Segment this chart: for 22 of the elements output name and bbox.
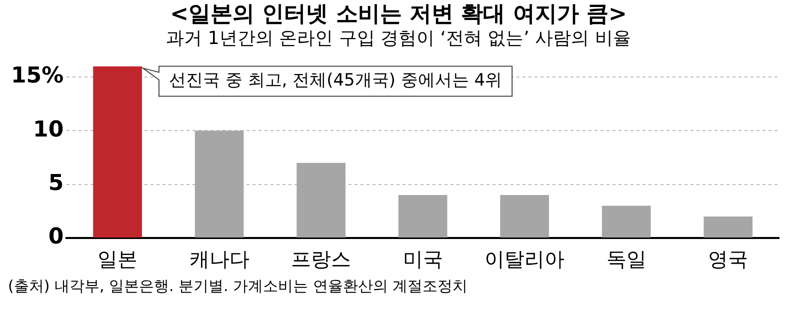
y-tick-label: 15% xyxy=(10,64,64,89)
x-tick-label: 영국 xyxy=(708,247,748,272)
x-tick-label: 미국 xyxy=(402,247,443,272)
x-tick-label: 프랑스 xyxy=(291,247,352,272)
x-tick-label: 일본 xyxy=(98,247,138,272)
bar xyxy=(194,130,244,238)
bar xyxy=(500,195,550,238)
x-tick-label: 이탈리아 xyxy=(484,247,565,272)
y-tick-label: 0 xyxy=(48,224,64,250)
chart-title: <일본의 인터넷 소비는 저변 확대 여지가 큼> xyxy=(169,2,628,28)
x-tick-label: 독일 xyxy=(606,247,646,272)
chart-subtitle: 과거 1년간의 온라인 구입 경험이 ‘전혀 없는’ 사람의 비율 xyxy=(165,28,632,50)
y-tick-label: 5 xyxy=(48,171,64,196)
text: (출처) 내각부, 일본은행. 분기별. 가계소비는 연율환산의 계절조정치 xyxy=(8,276,469,296)
y-tick-label: 10 xyxy=(33,117,64,142)
bar xyxy=(602,206,651,238)
bar xyxy=(704,216,753,238)
x-tick-label: 캐나다 xyxy=(189,247,250,272)
bar xyxy=(93,66,142,238)
annotation: 선진국 중 최고, 전체(45개국) 중에서는 4위 xyxy=(168,70,502,91)
bar xyxy=(398,195,448,238)
bar xyxy=(296,162,346,238)
